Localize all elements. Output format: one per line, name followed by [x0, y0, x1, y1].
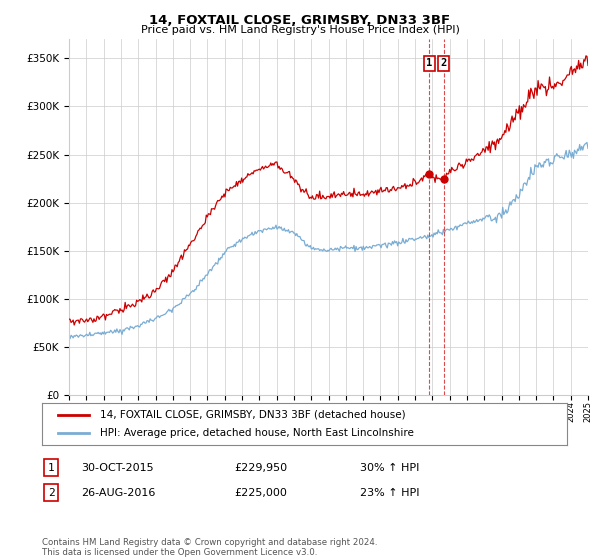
- Text: HPI: Average price, detached house, North East Lincolnshire: HPI: Average price, detached house, Nort…: [100, 428, 413, 438]
- Text: 1: 1: [47, 463, 55, 473]
- Text: 30-OCT-2015: 30-OCT-2015: [81, 463, 154, 473]
- Text: 26-AUG-2016: 26-AUG-2016: [81, 488, 155, 498]
- Text: Price paid vs. HM Land Registry's House Price Index (HPI): Price paid vs. HM Land Registry's House …: [140, 25, 460, 35]
- Text: 14, FOXTAIL CLOSE, GRIMSBY, DN33 3BF: 14, FOXTAIL CLOSE, GRIMSBY, DN33 3BF: [149, 14, 451, 27]
- Text: 30% ↑ HPI: 30% ↑ HPI: [360, 463, 419, 473]
- Text: 2: 2: [440, 58, 447, 68]
- Text: £229,950: £229,950: [234, 463, 287, 473]
- Text: £225,000: £225,000: [234, 488, 287, 498]
- Text: 23% ↑ HPI: 23% ↑ HPI: [360, 488, 419, 498]
- Text: 1: 1: [426, 58, 433, 68]
- Text: 14, FOXTAIL CLOSE, GRIMSBY, DN33 3BF (detached house): 14, FOXTAIL CLOSE, GRIMSBY, DN33 3BF (de…: [100, 410, 406, 420]
- Text: 2: 2: [47, 488, 55, 498]
- Text: Contains HM Land Registry data © Crown copyright and database right 2024.
This d: Contains HM Land Registry data © Crown c…: [42, 538, 377, 557]
